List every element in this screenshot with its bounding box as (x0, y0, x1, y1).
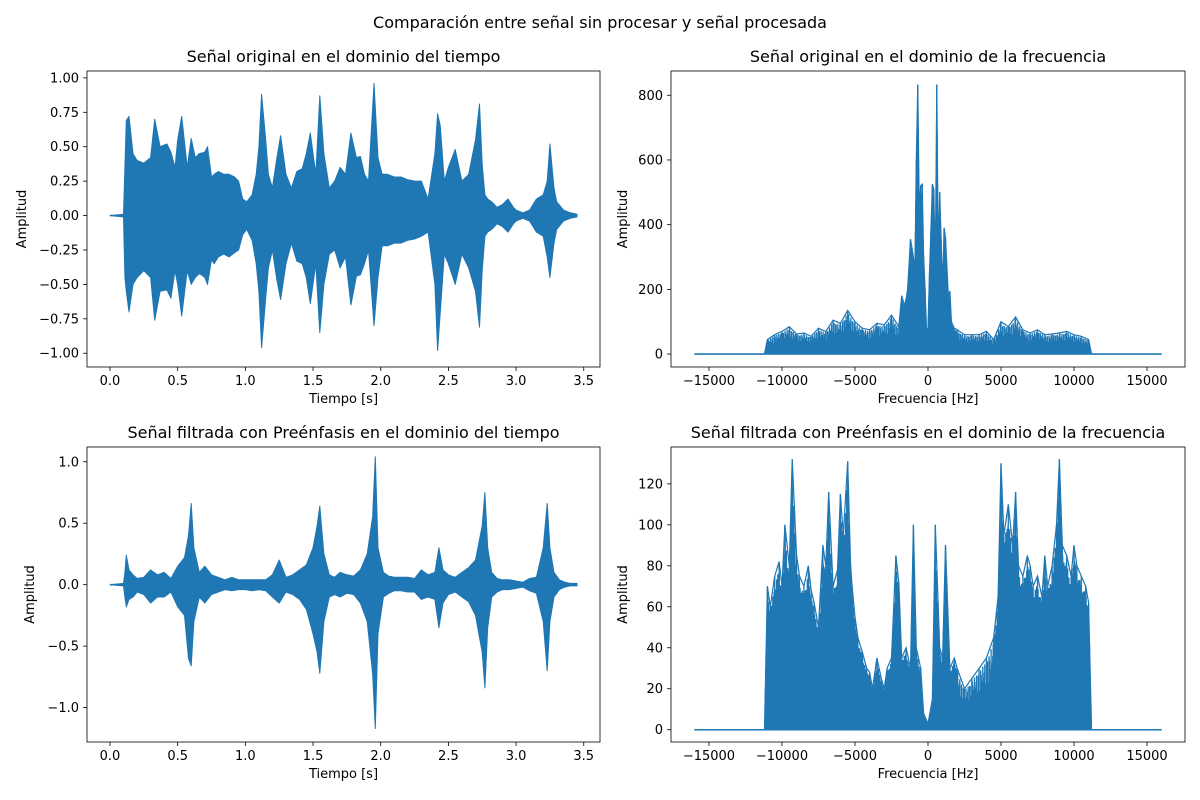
x-tick-label: −10000 (756, 749, 808, 764)
y-tick-label: 600 (638, 153, 663, 168)
spectrum-envelope (694, 84, 1162, 355)
plot-area (694, 84, 1162, 355)
y-tick-label: 0 (655, 723, 663, 738)
x-tick-label: 10000 (1053, 749, 1094, 764)
subplot-original-time: 0.0 0.5 1.0 1.5 2.0 2.5 3.0 3.5 −1.00 −0.75 −0.50 −… (15, 47, 601, 407)
x-axis-label: Frecuencia [Hz] (878, 392, 979, 407)
x-tick-label: 0.0 (100, 749, 121, 764)
spectrum-envelope (694, 459, 1162, 731)
x-tick-label: −10000 (756, 374, 808, 389)
y-tick-label: 1.0 (58, 455, 79, 470)
x-tick-label: −5000 (833, 374, 877, 389)
y-tick-label: 200 (638, 283, 663, 298)
x-tick-label: 15000 (1126, 749, 1167, 764)
x-tick-label: 3.5 (573, 749, 594, 764)
plot-area (694, 459, 1162, 731)
x-tick-label: 0.5 (167, 374, 188, 389)
x-tick-label: 0.5 (167, 749, 188, 764)
y-tick-label: 80 (646, 559, 663, 574)
subplot-filtered-time: 0.0 0.5 1.0 1.5 2.0 2.5 3.0 3.5 −1.0 −0.5 0.0 0.5 1.… (23, 423, 601, 782)
spectrum-series (764, 459, 1092, 730)
x-tick-label: −5000 (833, 749, 877, 764)
x-tick-label: 3.5 (573, 374, 594, 389)
y-axis-label: Amplitud (616, 565, 631, 624)
waveform-series (109, 456, 578, 729)
axes-frame (86, 70, 601, 368)
x-tick-label: 1.5 (303, 749, 324, 764)
y-tick-label: 0.25 (50, 175, 79, 190)
plot-area (109, 82, 578, 351)
y-axis-label: Amplitud (15, 190, 30, 249)
y-tick-label: 400 (638, 218, 663, 233)
x-tick-label: 1.0 (235, 749, 256, 764)
spectrum-series (764, 84, 1092, 355)
y-axis-label: Amplitud (616, 190, 631, 249)
x-tick-label: 5000 (984, 749, 1017, 764)
waveform-series (109, 82, 578, 351)
y-tick-label: −1.00 (39, 347, 79, 362)
y-tick-label: 800 (638, 89, 663, 104)
subplot-title: Señal filtrada con Preénfasis en el domi… (127, 423, 559, 442)
x-axis-label: Tiempo [s] (308, 392, 378, 407)
x-tick-label: −15000 (683, 749, 735, 764)
x-tick-label: 2.5 (438, 374, 459, 389)
y-tick-label: −1.0 (47, 701, 79, 716)
x-tick-label: 3.0 (506, 749, 527, 764)
x-tick-label: 5000 (984, 374, 1017, 389)
y-tick-label: 0 (655, 348, 663, 363)
y-tick-label: −0.75 (39, 312, 79, 327)
x-tick-label: 0 (924, 749, 932, 764)
y-tick-label: 1.00 (50, 71, 79, 86)
x-tick-label: 3.0 (506, 374, 527, 389)
subplot-title: Señal filtrada con Preénfasis en el domi… (691, 423, 1166, 442)
y-tick-label: 60 (646, 600, 663, 615)
y-tick-label: 100 (638, 518, 663, 533)
plot-area (109, 456, 578, 729)
subplot-filtered-frequency: −15000 −10000 −5000 0 5000 10000 15000 0 20 40 60 8… (616, 423, 1186, 782)
y-tick-label: −0.50 (39, 278, 79, 293)
y-tick-label: 20 (646, 682, 663, 697)
x-tick-label: 2.5 (438, 749, 459, 764)
subplot-title: Señal original en el dominio de la frecu… (750, 47, 1106, 66)
y-tick-label: 0.0 (58, 578, 79, 593)
y-tick-label: 0.75 (50, 106, 79, 121)
x-tick-label: 15000 (1126, 374, 1167, 389)
figure-suptitle: Comparación entre señal sin procesar y s… (373, 13, 827, 32)
y-axis-label: Amplitud (23, 565, 38, 624)
x-tick-label: 10000 (1053, 374, 1094, 389)
y-tick-label: 0.5 (58, 517, 79, 532)
x-axis-label: Tiempo [s] (308, 767, 378, 782)
y-tick-label: 0.00 (50, 209, 79, 224)
x-tick-label: 0.0 (100, 374, 121, 389)
y-tick-label: 120 (638, 477, 663, 492)
y-tick-label: 40 (646, 641, 663, 656)
subplot-title: Señal original en el dominio del tiempo (187, 47, 501, 66)
axes-frame (670, 446, 1186, 743)
y-tick-label: −0.25 (39, 243, 79, 258)
axes-frame (86, 446, 601, 743)
x-tick-label: 1.0 (235, 374, 256, 389)
x-tick-label: 0 (924, 374, 932, 389)
y-tick-label: 0.50 (50, 140, 79, 155)
x-axis-label: Frecuencia [Hz] (878, 767, 979, 782)
subplot-original-frequency: −15000 −10000 −5000 0 5000 10000 15000 0 200 400 6… (616, 47, 1186, 407)
x-tick-label: 1.5 (303, 374, 324, 389)
y-tick-label: −0.5 (47, 640, 79, 655)
x-tick-label: −15000 (683, 374, 735, 389)
x-tick-label: 2.0 (370, 374, 391, 389)
x-tick-label: 2.0 (370, 749, 391, 764)
